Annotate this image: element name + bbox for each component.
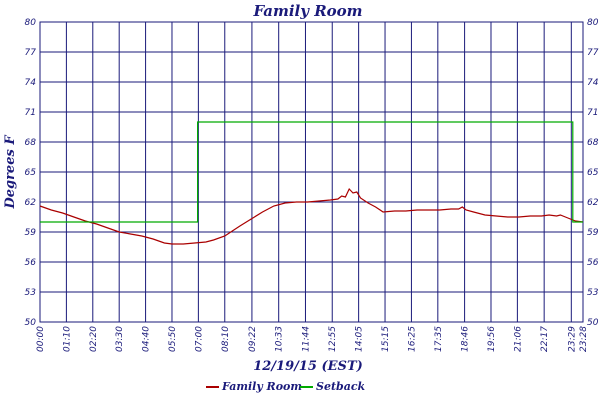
x-tick-label: 11:44 xyxy=(301,326,311,352)
y-tick-label-left: 62 xyxy=(25,198,37,208)
y-tick-label-left: 56 xyxy=(25,258,37,268)
legend-label: Family Room xyxy=(221,380,302,393)
y-tick-label-right: 74 xyxy=(587,78,599,88)
y-tick-label-right: 77 xyxy=(587,48,599,58)
x-axis: 00:00 01:10 02:20 03:30 04:40 05:50 07:00 08:10… xyxy=(36,326,589,352)
y-tick-label-right: 71 xyxy=(587,108,598,118)
y-tick-label-left: 80 xyxy=(25,18,37,28)
y-tick-label-left: 71 xyxy=(25,108,36,118)
x-tick-label: 15:15 xyxy=(381,326,391,352)
legend-label: Setback xyxy=(316,380,366,393)
y-tick-label-left: 77 xyxy=(25,48,37,58)
x-tick-label: 21:06 xyxy=(513,326,523,352)
x-tick-label: 22:17 xyxy=(540,326,550,352)
y-tick-label-right: 59 xyxy=(587,228,599,238)
x-tick-label: 02:20 xyxy=(89,326,99,352)
x-tick-label: 16:25 xyxy=(407,326,417,352)
series-line-family-room xyxy=(39,187,584,245)
y-axis-right: 50 53 56 59 62 65 68 71 74 77 80 xyxy=(587,18,599,328)
y-tick-label-left: 53 xyxy=(25,288,37,298)
y-tick-label-right: 56 xyxy=(587,258,599,268)
x-tick-label: 00:00 xyxy=(36,326,46,352)
x-tick-label: 09:22 xyxy=(248,326,258,352)
y-tick-label-right: 65 xyxy=(587,168,599,178)
y-tick-label-left: 50 xyxy=(25,318,37,328)
y-tick-label-left: 68 xyxy=(25,138,37,148)
x-axis-label: 12/19/15 (EST) xyxy=(253,359,363,374)
x-tick-label: 17:35 xyxy=(434,326,444,352)
series-line-setback xyxy=(40,121,583,223)
y-tick-label-right: 50 xyxy=(587,318,599,328)
y-tick-label-left: 65 xyxy=(25,168,37,178)
x-tick-label: 23:28 xyxy=(579,326,589,352)
y-axis-label: Degrees F xyxy=(3,135,18,210)
legend: Family Room Setback xyxy=(206,380,366,393)
series-group xyxy=(39,121,584,245)
x-tick-label: 04:40 xyxy=(142,326,152,352)
x-tick-label: 23:29 xyxy=(567,326,577,352)
x-tick-label: 05:50 xyxy=(168,326,178,352)
y-tick-label-right: 62 xyxy=(587,198,599,208)
grid-lines xyxy=(39,21,584,323)
x-tick-label: 19:56 xyxy=(487,326,497,352)
x-tick-label: 03:30 xyxy=(115,326,125,352)
x-tick-label: 10:33 xyxy=(275,326,285,352)
chart-title: Family Room xyxy=(252,2,362,20)
y-axis-left: 50 53 56 59 62 65 68 71 74 77 80 xyxy=(25,18,37,328)
x-tick-label: 18:46 xyxy=(461,326,471,352)
x-tick-label: 12:55 xyxy=(328,326,338,352)
x-tick-label: 01:10 xyxy=(62,326,72,352)
x-tick-label: 07:00 xyxy=(194,326,204,352)
y-tick-label-left: 74 xyxy=(25,78,37,88)
y-tick-label-left: 59 xyxy=(25,228,37,238)
x-tick-label: 08:10 xyxy=(221,326,231,352)
x-tick-label: 14:05 xyxy=(355,326,365,352)
y-tick-label-right: 80 xyxy=(587,18,599,28)
y-tick-label-right: 68 xyxy=(587,138,599,148)
y-tick-label-right: 53 xyxy=(587,288,599,298)
